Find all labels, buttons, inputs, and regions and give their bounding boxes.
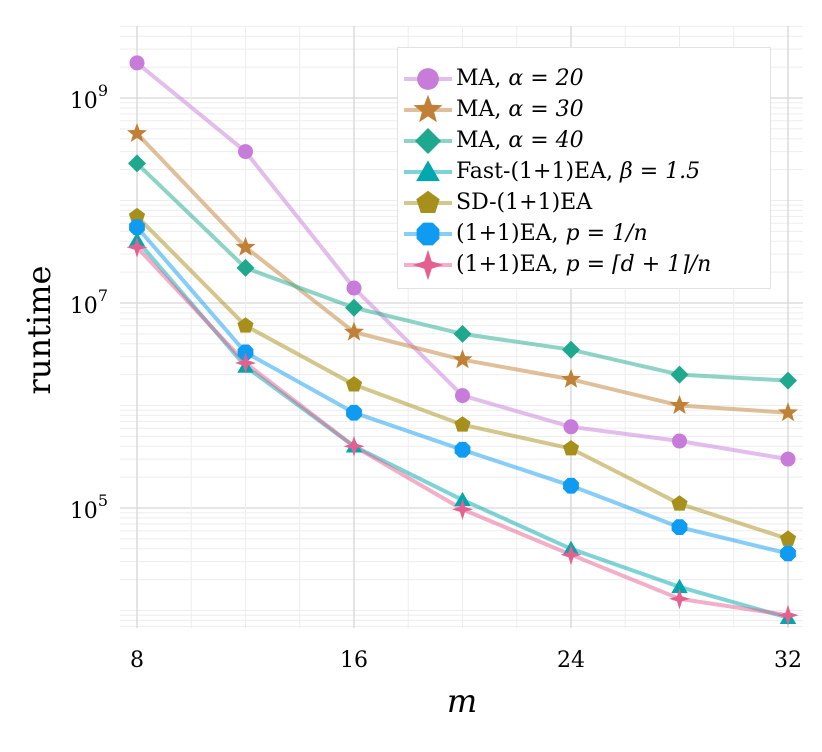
- data-point-series-4: [779, 530, 797, 546]
- data-point-series-1: [452, 349, 473, 369]
- y-tick-label: 107: [70, 286, 108, 319]
- legend-label: MA, α = 40: [456, 128, 584, 153]
- data-point-series-2: [345, 298, 363, 317]
- data-point-series-2: [236, 258, 255, 277]
- data-point-series-2: [670, 365, 689, 384]
- series-markers: [126, 55, 799, 626]
- legend-swatch: [404, 222, 452, 246]
- data-point-series-1: [235, 236, 256, 256]
- data-point-series-4: [671, 495, 688, 511]
- data-point-series-3: [671, 578, 688, 594]
- legend-label: SD-(1+1)EA: [456, 190, 592, 215]
- y-axis-title: runtime: [20, 266, 58, 395]
- legend-marker: [416, 222, 440, 246]
- data-point-series-1: [778, 402, 798, 422]
- data-point-series-4: [128, 207, 146, 224]
- legend-label: Fast-(1+1)EA, β = 1.5: [456, 159, 700, 184]
- legend: MA, α = 20 MA, α = 30 MA, α = 40 Fast-(1+1)…: [397, 47, 771, 289]
- legend-swatch: [404, 250, 452, 280]
- legend-label-math: p = 1/n: [565, 221, 648, 246]
- data-point-series-2: [779, 371, 797, 390]
- data-point-series-5: [237, 344, 254, 361]
- legend-swatch: [404, 128, 452, 154]
- data-point-series-4: [237, 317, 254, 333]
- x-tick-label: 24: [557, 648, 585, 673]
- legend-label-text: Fast-(1+1)EA,: [456, 159, 620, 184]
- legend-label-math: α = 20: [508, 66, 584, 91]
- y-tick-label: 105: [70, 491, 108, 524]
- data-point-series-0: [129, 55, 145, 71]
- legend-marker: [415, 128, 441, 154]
- x-tick-label: 16: [340, 648, 368, 673]
- legend-label-text: (1+1)EA,: [456, 252, 566, 277]
- legend-item: MA, α = 40: [398, 126, 770, 156]
- data-point-series-2: [562, 340, 580, 359]
- data-point-series-2: [453, 324, 472, 343]
- legend-swatch: [404, 190, 452, 213]
- data-point-series-0: [563, 419, 579, 435]
- legend-label-math: p = ⌈d + 1⌉/n: [565, 252, 712, 277]
- legend-label-text: MA,: [456, 66, 509, 91]
- data-point-series-1: [127, 123, 147, 142]
- legend-label-text: MA,: [456, 128, 509, 153]
- x-tick-label: 8: [130, 648, 144, 673]
- legend-label-text: (1+1)EA,: [456, 221, 566, 246]
- legend-label: MA, α = 20: [456, 66, 584, 91]
- data-point-series-0: [346, 280, 362, 296]
- data-point-series-5: [129, 219, 145, 235]
- legend-label-text: SD-(1+1)EA: [456, 190, 593, 215]
- data-point-series-5: [780, 545, 796, 562]
- legend-label: (1+1)EA, p = ⌈d + 1⌉/n: [456, 252, 711, 277]
- legend-swatch: [404, 68, 452, 90]
- legend-marker: [417, 68, 439, 90]
- data-point-series-0: [672, 433, 687, 449]
- data-point-series-6: [126, 236, 148, 258]
- data-point-series-4: [345, 376, 363, 392]
- data-point-series-1: [561, 368, 581, 388]
- legend-marker: [416, 160, 440, 182]
- data-point-series-1: [669, 395, 690, 414]
- y-tick-label: 109: [70, 81, 108, 114]
- data-point-series-6: [235, 352, 256, 374]
- data-point-series-5: [454, 441, 471, 458]
- data-point-series-4: [454, 416, 471, 432]
- legend-item: (1+1)EA, p = ⌈d + 1⌉/n: [398, 250, 770, 280]
- data-point-series-6: [343, 435, 365, 457]
- legend-item: MA, α = 20: [398, 64, 770, 94]
- data-point-series-2: [128, 154, 146, 173]
- axis-ticks: 8 16 24 32 105 107 109: [70, 81, 802, 673]
- data-point-series-4: [562, 440, 580, 456]
- legend-label-math: α = 40: [508, 128, 584, 153]
- legend-swatch: [404, 95, 452, 123]
- data-point-series-0: [780, 451, 796, 467]
- legend-label: MA, α = 30: [456, 97, 584, 122]
- x-tick-label: 32: [774, 648, 802, 673]
- data-point-series-6: [669, 588, 690, 610]
- legend-item: SD-(1+1)EA: [398, 188, 770, 218]
- data-point-series-6: [452, 498, 473, 520]
- legend-label-math: β = 1.5: [619, 159, 701, 184]
- data-point-series-1: [344, 321, 364, 341]
- data-point-series-5: [563, 477, 579, 494]
- legend-label: (1+1)EA, p = 1/n: [456, 221, 648, 246]
- data-point-series-5: [346, 404, 362, 421]
- legend-marker: [416, 190, 440, 213]
- legend-marker: [413, 95, 443, 123]
- legend-swatch: [404, 160, 452, 182]
- data-point-series-6: [777, 604, 799, 626]
- data-point-series-0: [238, 144, 253, 160]
- legend-label-math: α = 30: [508, 97, 584, 122]
- data-point-series-0: [455, 388, 470, 404]
- legend-marker: [412, 250, 444, 280]
- legend-item: Fast-(1+1)EA, β = 1.5: [398, 157, 770, 187]
- data-point-series-5: [671, 519, 688, 535]
- data-point-series-6: [560, 544, 582, 566]
- legend-item: (1+1)EA, p = 1/n: [398, 219, 770, 249]
- x-axis-title: m: [447, 682, 477, 720]
- legend-item: MA, α = 30: [398, 95, 770, 125]
- legend-label-text: MA,: [456, 97, 509, 122]
